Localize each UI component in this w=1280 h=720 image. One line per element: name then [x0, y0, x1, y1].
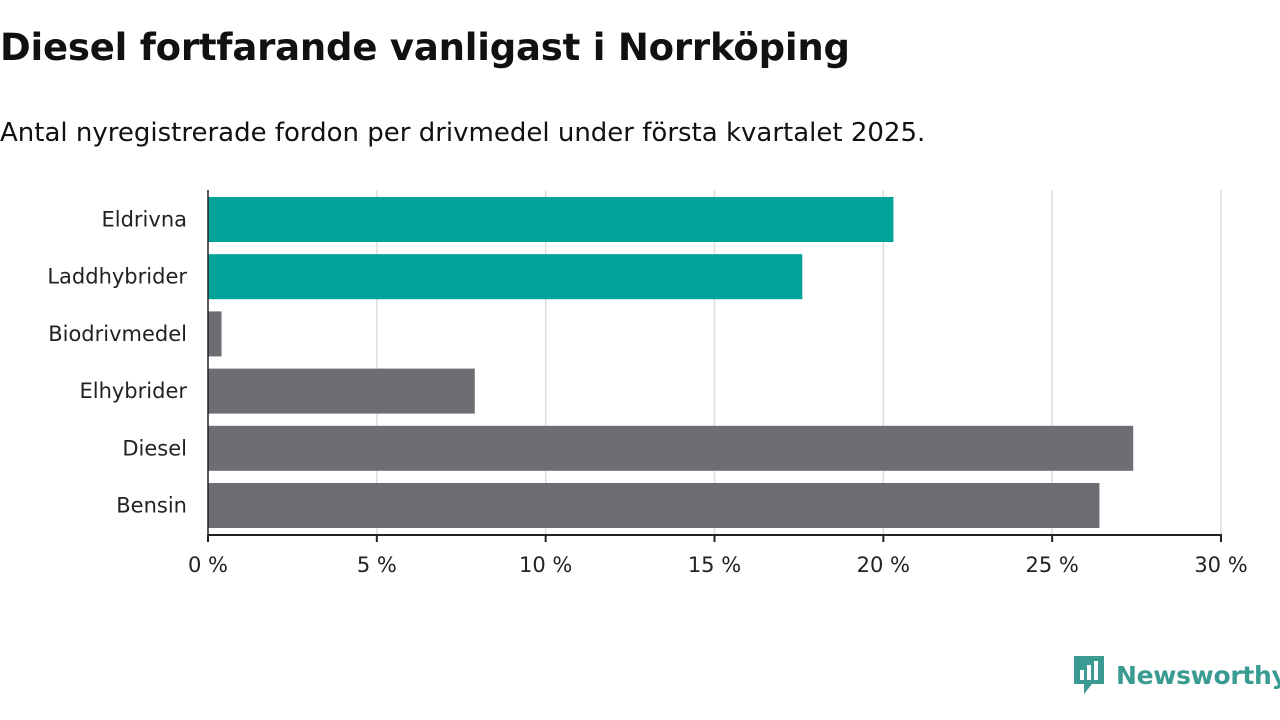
bar-diesel: [208, 425, 1134, 471]
bar-biodrivmedel: [208, 311, 222, 357]
category-labels: Eldrivna Laddhybrider Biodrivmedel Elhybrid…: [47, 208, 187, 518]
brand-logo: Newsworthy: [1072, 654, 1280, 696]
x-tick-label: 20 %: [857, 553, 910, 577]
category-label: Diesel: [122, 436, 187, 460]
category-label: Laddhybrider: [47, 265, 187, 289]
chart-subtitle: Antal nyregistrerade fordon per drivmede…: [0, 118, 926, 148]
x-tick-label: 15 %: [688, 553, 741, 577]
brand-name: Newsworthy: [1116, 660, 1280, 690]
bars: [208, 197, 1134, 528]
chart-title: Diesel fortfarande vanligast i Norrköpin…: [0, 26, 850, 69]
x-tick-label: 25 %: [1025, 553, 1078, 577]
bar-eldrivna: [208, 197, 894, 242]
category-label: Bensin: [116, 494, 187, 518]
category-label: Eldrivna: [101, 208, 187, 232]
category-label: Biodrivmedel: [48, 322, 187, 346]
x-tick-label: 30 %: [1194, 553, 1247, 577]
x-tick-label: 5 %: [357, 553, 397, 577]
x-tick-label: 10 %: [519, 553, 572, 577]
category-label: Elhybrider: [79, 379, 187, 403]
bar-laddhybrider: [208, 254, 803, 300]
bar-bensin: [208, 483, 1100, 528]
x-axis: 0 % 5 % 10 % 15 % 20 % 25 % 30 %: [188, 190, 1248, 577]
newsworthy-logo-icon: [1074, 656, 1104, 694]
gridlines: [376, 190, 1222, 535]
x-tick-label: 0 %: [188, 553, 228, 577]
bar-elhybrider: [208, 368, 475, 414]
